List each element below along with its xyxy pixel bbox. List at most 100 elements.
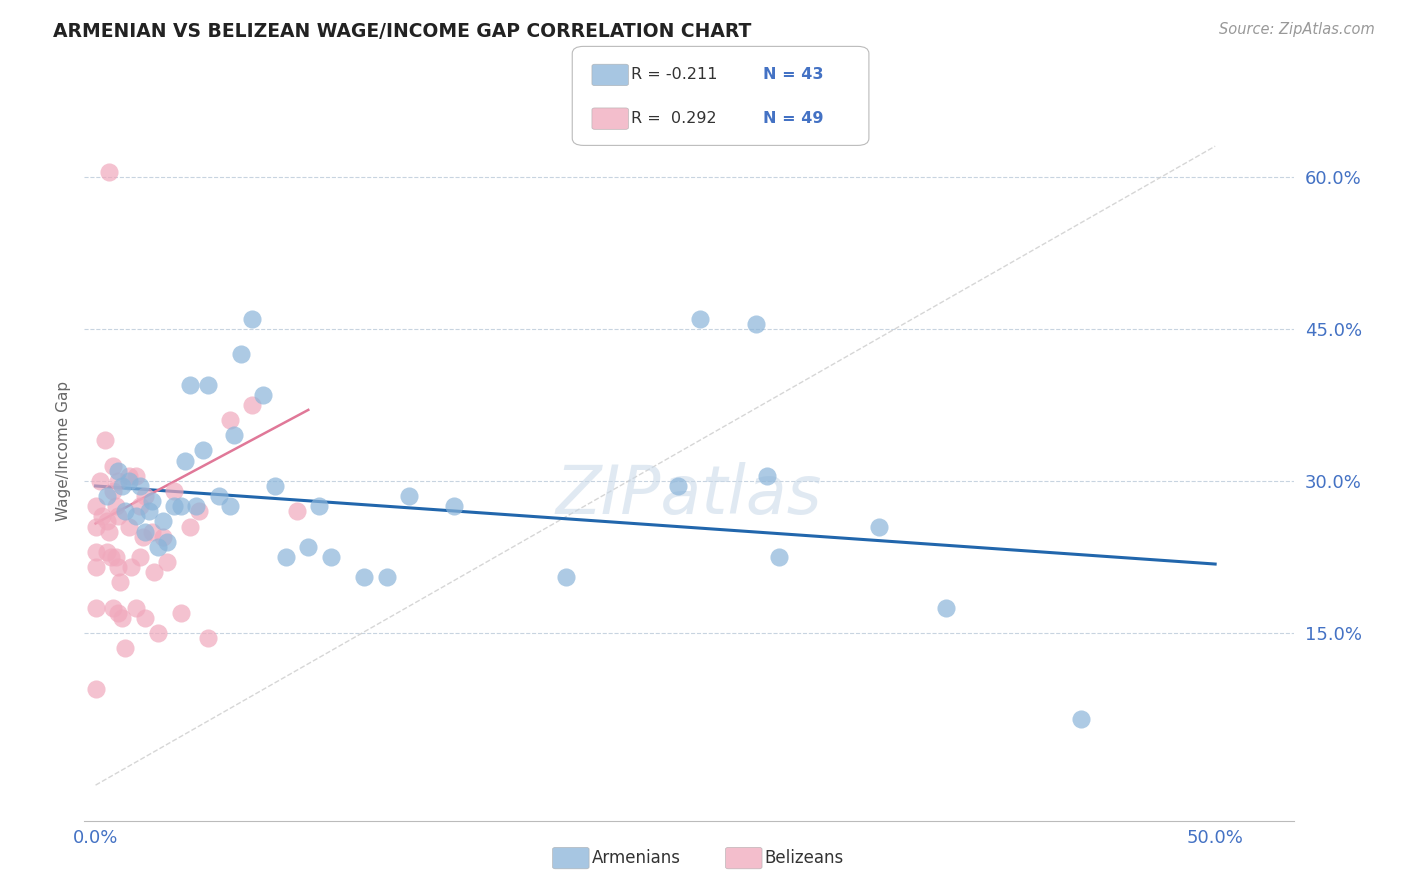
Point xyxy=(103,483,125,498)
Point xyxy=(187,504,209,518)
Point xyxy=(114,641,136,656)
Point xyxy=(84,500,107,514)
Text: ARMENIAN VS BELIZEAN WAGE/INCOME GAP CORRELATION CHART: ARMENIAN VS BELIZEAN WAGE/INCOME GAP COR… xyxy=(53,22,752,41)
Point xyxy=(197,631,219,645)
Text: Belizeans: Belizeans xyxy=(765,849,844,867)
Point xyxy=(120,560,142,574)
Point xyxy=(141,524,163,539)
Point xyxy=(443,500,465,514)
Point xyxy=(319,549,342,564)
Point xyxy=(104,549,127,564)
Point xyxy=(240,311,263,326)
Point xyxy=(179,377,201,392)
Point xyxy=(89,474,111,488)
Point xyxy=(186,500,208,514)
Point xyxy=(174,453,197,467)
Point xyxy=(219,500,242,514)
Point xyxy=(156,534,179,549)
Text: Armenians: Armenians xyxy=(592,849,681,867)
Point xyxy=(148,626,170,640)
Text: R = -0.211: R = -0.211 xyxy=(631,68,718,82)
Point xyxy=(152,515,174,529)
Point xyxy=(179,519,201,533)
Point xyxy=(129,500,152,514)
Point xyxy=(141,494,163,508)
Point xyxy=(96,545,118,559)
Point xyxy=(96,489,118,503)
Point xyxy=(666,479,689,493)
Point xyxy=(163,483,186,498)
Point xyxy=(297,540,319,554)
Point xyxy=(129,479,152,493)
Point xyxy=(114,504,136,518)
Point xyxy=(768,549,790,564)
Point xyxy=(84,681,107,696)
Point xyxy=(554,570,576,584)
Point xyxy=(118,468,141,483)
Point xyxy=(134,611,156,625)
Point xyxy=(935,600,957,615)
Point xyxy=(224,428,246,442)
Point xyxy=(240,398,263,412)
Point xyxy=(107,464,129,478)
Point xyxy=(756,468,779,483)
Point xyxy=(107,474,129,488)
Point xyxy=(125,468,148,483)
Point xyxy=(229,347,252,361)
Point xyxy=(107,560,129,574)
Point xyxy=(96,515,118,529)
Point xyxy=(134,524,156,539)
Point xyxy=(108,575,131,590)
Point xyxy=(125,600,148,615)
Point xyxy=(208,489,231,503)
Point xyxy=(142,565,165,579)
Point xyxy=(375,570,398,584)
Point xyxy=(163,500,186,514)
Point xyxy=(104,500,127,514)
Point xyxy=(84,600,107,615)
Point xyxy=(118,474,141,488)
Point xyxy=(107,606,129,620)
Text: ZIPatlas: ZIPatlas xyxy=(555,462,823,528)
Point xyxy=(107,509,129,524)
Point xyxy=(191,443,214,458)
Point xyxy=(152,530,174,544)
Point xyxy=(398,489,420,503)
Point xyxy=(689,311,711,326)
Point xyxy=(98,164,121,178)
Point xyxy=(84,545,107,559)
Point xyxy=(84,519,107,533)
Point xyxy=(252,387,274,401)
Point xyxy=(169,500,191,514)
Point xyxy=(111,611,134,625)
Point xyxy=(103,600,125,615)
Point xyxy=(138,504,160,518)
Point xyxy=(169,606,191,620)
Point xyxy=(125,509,148,524)
Point xyxy=(308,500,330,514)
Point xyxy=(1070,712,1092,726)
Point xyxy=(148,540,170,554)
Text: Source: ZipAtlas.com: Source: ZipAtlas.com xyxy=(1219,22,1375,37)
Point xyxy=(129,549,152,564)
Point xyxy=(219,413,242,427)
Text: N = 43: N = 43 xyxy=(763,68,824,82)
Point xyxy=(156,555,179,569)
Point xyxy=(353,570,375,584)
Point xyxy=(84,560,107,574)
Point xyxy=(103,458,125,473)
Point xyxy=(868,519,890,533)
Point xyxy=(134,489,156,503)
Point xyxy=(100,549,122,564)
Point xyxy=(274,549,297,564)
Point xyxy=(118,519,141,533)
Point xyxy=(98,524,121,539)
Point xyxy=(93,434,115,448)
Point xyxy=(91,509,114,524)
Point xyxy=(285,504,308,518)
Text: R =  0.292: R = 0.292 xyxy=(631,112,717,126)
Point xyxy=(197,377,219,392)
Point xyxy=(263,479,285,493)
Text: N = 49: N = 49 xyxy=(763,112,824,126)
Point xyxy=(111,479,134,493)
